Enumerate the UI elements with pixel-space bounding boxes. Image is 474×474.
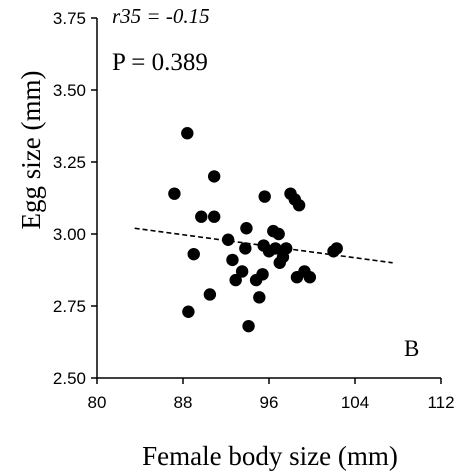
y-tick-label: 2.50 xyxy=(53,369,86,388)
panel-label: B xyxy=(404,336,419,361)
data-point xyxy=(187,247,200,261)
p-value-label: P = 0.389 xyxy=(112,49,208,76)
y-tick-label: 3.25 xyxy=(53,153,86,172)
data-point xyxy=(303,271,317,284)
data-point xyxy=(168,187,181,200)
data-point xyxy=(239,242,252,255)
r-statistic-label: r35 = -0.15 xyxy=(112,4,210,28)
data-point xyxy=(226,253,239,267)
y-tick-label: 3.75 xyxy=(53,9,86,28)
x-tick-label: 88 xyxy=(174,393,193,412)
data-point xyxy=(269,242,282,255)
data-point xyxy=(207,170,221,183)
y-ticks: 2.50 2.75 3.00 3.25 3.50 3.75 xyxy=(53,9,97,388)
x-tick-label: 96 xyxy=(260,393,279,412)
annotations: r35 = -0.15 P = 0.389 B xyxy=(112,4,419,361)
data-point xyxy=(253,291,266,304)
data-point xyxy=(203,288,217,301)
x-tick-label: 80 xyxy=(88,393,107,412)
x-axis-title: Female body size (mm) xyxy=(142,441,398,471)
data-point xyxy=(235,265,249,278)
data-point xyxy=(229,273,242,287)
data-point xyxy=(195,210,208,223)
y-tick-label: 3.50 xyxy=(53,81,86,100)
x-ticks: 80 88 96 104 112 xyxy=(88,378,455,412)
data-point xyxy=(258,190,271,203)
data-points xyxy=(168,127,343,333)
x-tick-label: 112 xyxy=(427,393,454,412)
data-point xyxy=(272,227,285,241)
y-tick-label: 2.75 xyxy=(53,297,86,316)
x-tick-label: 104 xyxy=(341,393,369,412)
data-point xyxy=(207,210,221,223)
y-axis-title: Egg size (mm) xyxy=(16,71,46,230)
data-point xyxy=(181,127,194,140)
data-point xyxy=(280,242,293,255)
data-point xyxy=(221,233,235,246)
data-point xyxy=(242,319,255,333)
y-tick-label: 3.00 xyxy=(53,225,86,244)
data-point xyxy=(240,222,253,235)
data-point xyxy=(330,242,343,255)
data-point xyxy=(292,199,306,212)
data-point xyxy=(256,268,269,281)
data-point xyxy=(182,305,195,318)
